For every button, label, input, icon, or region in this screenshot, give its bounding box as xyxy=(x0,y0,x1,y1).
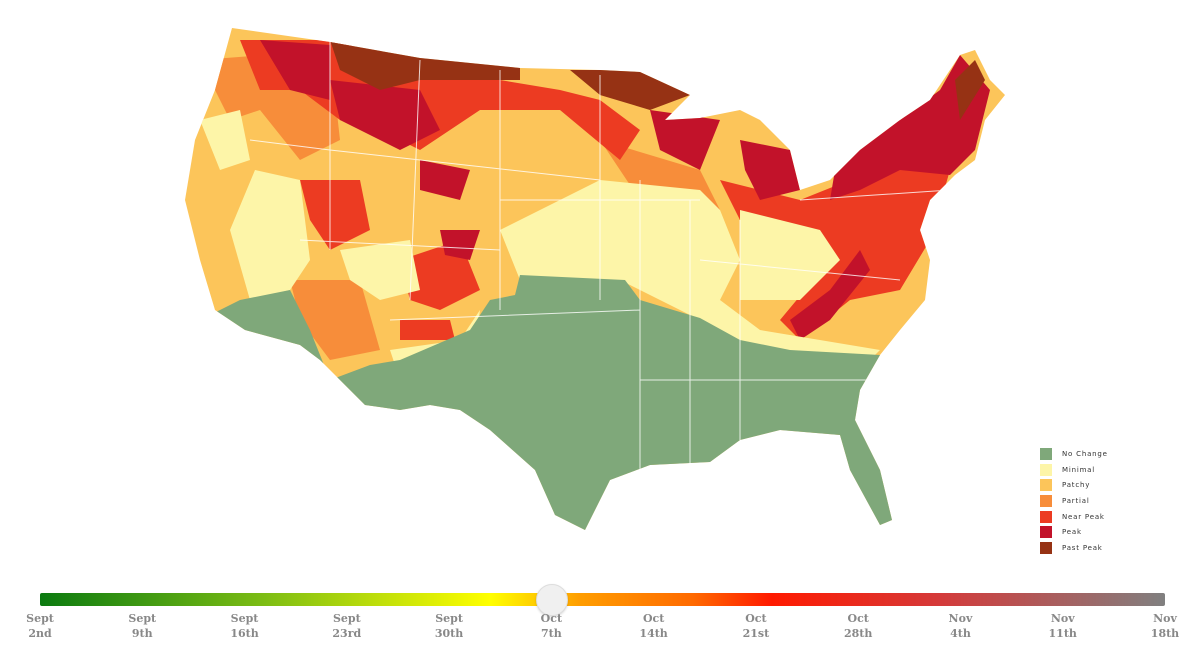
legend-item: Partial xyxy=(1040,493,1108,509)
legend-item: Minimal xyxy=(1040,462,1108,478)
legend-swatch xyxy=(1040,526,1052,539)
legend-label: Peak xyxy=(1062,528,1082,537)
date-tick[interactable]: Nov 18th xyxy=(1125,611,1200,641)
date-tick[interactable]: Sept 30th xyxy=(409,611,489,641)
legend: No Change Minimal Patchy Partial Near Peak Pe… xyxy=(1040,446,1108,556)
tick-day: 14th xyxy=(639,627,668,640)
tick-month: Oct xyxy=(642,612,665,625)
legend-label: Past Peak xyxy=(1062,543,1103,552)
legend-swatch xyxy=(1040,494,1052,507)
legend-item: Peak xyxy=(1040,524,1108,540)
tick-month: Oct xyxy=(745,612,767,625)
legend-swatch xyxy=(1040,447,1052,460)
legend-label: Partial xyxy=(1062,496,1090,505)
tick-month: Sept xyxy=(435,612,463,625)
tick-day: 21st xyxy=(742,627,770,640)
tick-month: Sept xyxy=(128,612,157,625)
date-tick[interactable]: Oct 7th xyxy=(511,611,591,641)
tick-month: Sept xyxy=(332,612,361,625)
tick-day: 23rd xyxy=(332,627,362,640)
region-peak xyxy=(260,40,990,340)
tick-day: 16th xyxy=(230,627,259,640)
tick-month: Sept xyxy=(230,612,259,625)
legend-swatch xyxy=(1040,541,1052,554)
legend-item: Patchy xyxy=(1040,477,1108,493)
date-tick[interactable]: Nov 4th xyxy=(920,611,1000,641)
date-tick[interactable]: Sept 23rd xyxy=(307,611,387,641)
legend-item: No Change xyxy=(1040,446,1108,462)
tick-day: 4th xyxy=(950,627,971,640)
tick-day: 2nd xyxy=(28,627,52,640)
legend-item: Past Peak xyxy=(1040,540,1108,556)
date-tick[interactable]: Nov 11th xyxy=(1023,611,1103,641)
legend-label: Near Peak xyxy=(1062,512,1105,521)
tick-month: Oct xyxy=(540,612,563,625)
legend-item: Near Peak xyxy=(1040,509,1108,525)
tick-day: 28th xyxy=(843,627,873,640)
tick-day: 11th xyxy=(1048,627,1077,640)
legend-swatch xyxy=(1040,463,1052,476)
legend-label: Patchy xyxy=(1062,481,1091,490)
legend-swatch xyxy=(1040,510,1052,523)
date-tick[interactable]: Oct 28th xyxy=(818,611,898,641)
tick-month: Nov xyxy=(1153,612,1177,625)
date-tick[interactable]: Sept 2nd xyxy=(0,611,80,641)
region-minimal xyxy=(200,110,880,380)
date-tick[interactable]: Sept 16th xyxy=(205,611,285,641)
legend-swatch xyxy=(1040,479,1052,492)
tick-month: Sept xyxy=(26,612,54,625)
tick-month: Nov xyxy=(948,612,973,625)
legend-label: Minimal xyxy=(1062,465,1096,474)
tick-month: Oct xyxy=(847,612,869,625)
tick-day: 9th xyxy=(131,627,153,640)
date-tick[interactable]: Oct 21st xyxy=(716,611,796,641)
date-slider-thumb[interactable] xyxy=(536,584,569,616)
tick-day: 7th xyxy=(540,627,562,640)
date-tick[interactable]: Sept 9th xyxy=(102,611,182,641)
state-borders xyxy=(249,40,951,480)
date-tick[interactable]: Oct 14th xyxy=(614,611,694,641)
us-foliage-map xyxy=(185,28,1005,530)
tick-month: Nov xyxy=(1050,612,1075,625)
tick-day: 18th xyxy=(1150,627,1180,640)
date-slider-track[interactable] xyxy=(40,593,1165,606)
legend-label: No Change xyxy=(1062,449,1108,458)
tick-day: 30th xyxy=(434,627,464,640)
